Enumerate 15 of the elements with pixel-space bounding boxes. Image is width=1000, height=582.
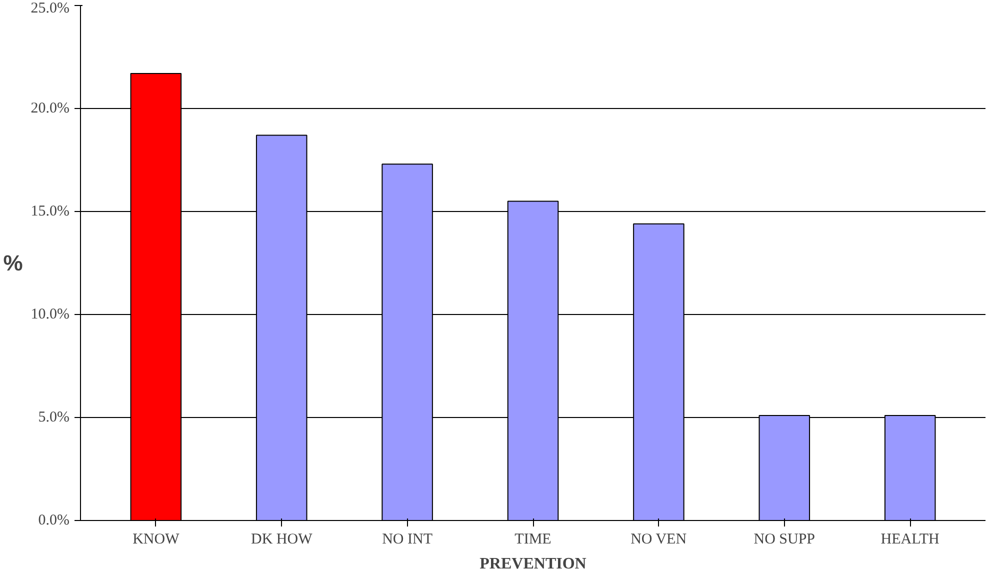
x-tick-label: HEALTH [880,532,940,548]
y-tick-label: 10.0% [30,306,70,322]
x-tick-label: NO INT [382,532,433,548]
y-axis-title: % [3,250,23,276]
y-tick-label: 5.0% [38,410,70,426]
y-tick-label: 25.0% [30,0,70,16]
x-axis-title: PREVENTION [480,556,587,572]
x-tick-label: TIME [514,532,552,548]
y-tick-label: 15.0% [30,204,70,220]
x-tick-label: NO SUPP [754,532,816,548]
x-tick-label: DK HOW [250,532,314,548]
x-tick-label: KNOW [132,532,180,548]
y-tick-label: 20.0% [30,100,70,116]
x-tick-label: NO VEN [630,532,687,548]
y-tick-label: 0.0% [38,512,70,528]
